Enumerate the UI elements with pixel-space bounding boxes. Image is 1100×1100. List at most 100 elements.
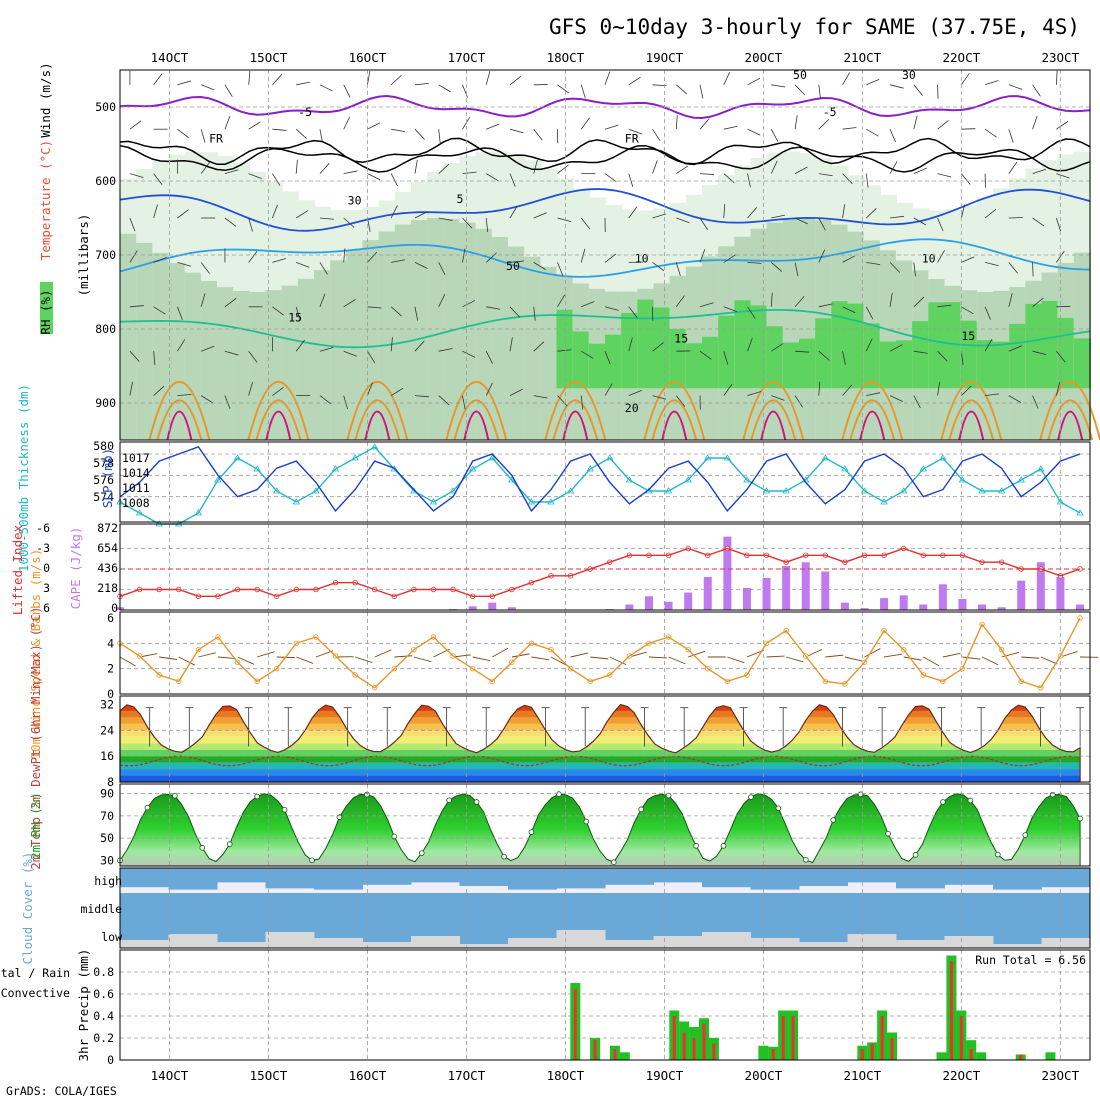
precip-total-bar: [976, 1052, 987, 1060]
rh-shade-green: [782, 342, 800, 389]
rh2m-marker: [693, 842, 699, 849]
rh-shade-green: [605, 334, 623, 389]
cloud-high-bar: [847, 868, 897, 883]
rh2m-marker: [446, 797, 452, 804]
wind-barb: [367, 122, 381, 130]
rh-shade-mid: [281, 285, 299, 440]
wind-barb: [438, 84, 451, 93]
wind-barb: [580, 395, 584, 410]
thickness-line-marker: [1056, 498, 1065, 505]
wind-barb: [866, 207, 877, 219]
wind-barb: [913, 395, 921, 409]
wind-barb: [913, 262, 916, 277]
wind-barb: [485, 217, 489, 232]
wind-barb: [889, 262, 901, 273]
thickness-line-marker: [449, 487, 457, 494]
rh2m-marker: [912, 852, 919, 858]
wind-barb: [390, 387, 404, 396]
cloud-high-bar: [411, 868, 460, 883]
cape-bar: [742, 587, 751, 610]
rh-shade-green: [685, 343, 703, 389]
wind-barb: [1056, 121, 1069, 130]
top-date-label: 18OCT: [547, 50, 585, 65]
wind-barb: [272, 173, 281, 186]
rh-shade-mid: [120, 233, 138, 440]
cloud-low-bar: [702, 932, 751, 948]
rh-shade-mid: [524, 256, 542, 440]
cape-tick: 654: [97, 541, 118, 555]
wind-barb: [652, 128, 661, 142]
cape-bar: [860, 608, 869, 610]
wind-barb: [153, 173, 163, 186]
wind-barb: [295, 306, 301, 321]
wind-barb: [224, 298, 237, 308]
rh-shade-mid: [200, 280, 218, 440]
wind-barb: [937, 381, 941, 396]
wind10m-barb: [766, 655, 785, 658]
wind-barb: [390, 337, 393, 352]
thickness-line-marker: [194, 509, 203, 516]
thickness-line-marker: [1037, 465, 1045, 472]
rh-shade-green: [1025, 303, 1043, 389]
wind-barb: [794, 262, 799, 277]
temp-diurnal-contour: [544, 380, 607, 441]
wind-barb: [652, 213, 667, 219]
temp-diurnal-contour: [552, 399, 599, 441]
wind-barb: [937, 350, 948, 362]
rh-shade-mid: [508, 246, 526, 440]
wind-barb: [842, 384, 853, 396]
rh2m-marker: [473, 799, 480, 805]
rh-shade-green: [1009, 323, 1027, 389]
wind-barb: [937, 304, 952, 308]
wind-barb: [224, 395, 231, 409]
wind10m-barb: [688, 650, 706, 658]
slp-tick: 1017: [122, 451, 150, 465]
cloud-high-bar: [459, 868, 509, 886]
wind10m-barb: [884, 653, 902, 658]
wind-barb: [652, 262, 665, 271]
bottom-date-label: 17OCT: [448, 1068, 486, 1083]
wind10m-barb: [492, 647, 509, 658]
contour-label: 50: [793, 68, 807, 82]
wind10m-barb: [1021, 656, 1040, 659]
wind-barb: [604, 71, 611, 85]
wind-barb: [224, 115, 231, 130]
wind-barb: [889, 292, 893, 307]
pressure-axis-label: (millibars): [76, 214, 91, 297]
wind-barb: [1008, 262, 1018, 274]
wind-barb: [129, 350, 140, 362]
contour-label: 15: [288, 311, 302, 325]
slp-tick: 1011: [122, 481, 150, 495]
rh2m-marker: [199, 845, 206, 851]
wind-barb: [723, 71, 731, 85]
wind-barb: [177, 128, 189, 138]
cape-bar: [664, 601, 673, 610]
wind-barb: [319, 129, 324, 144]
cloud-low-bar: [896, 940, 945, 948]
cape-bar: [840, 602, 849, 610]
top-date-label: 17OCT: [448, 50, 486, 65]
wind10m-barb: [198, 652, 216, 658]
temp-band: [120, 762, 1081, 770]
wind-barb: [984, 262, 999, 267]
cloud-low-bar: [265, 932, 315, 948]
freezing-line-1: [119, 137, 1091, 166]
rh2m-marker: [172, 792, 178, 799]
wind-barb: [1056, 250, 1065, 263]
wind-barb: [319, 217, 334, 220]
wind-barb: [866, 78, 880, 86]
cloud-high-bar: [605, 868, 654, 885]
rh-shade-mid: [265, 290, 283, 440]
wind-barb: [628, 337, 633, 352]
wind-barb: [580, 248, 586, 263]
thickness-axis-label: 1000-500mb Thickness (dm): [16, 384, 31, 572]
wind-barb: [652, 160, 658, 174]
cloud-low-bar: [944, 936, 994, 948]
wind-barb: [414, 128, 425, 140]
top-date-label: 21OCT: [844, 50, 882, 65]
wind-barb: [794, 295, 805, 308]
wind-barb: [509, 306, 520, 318]
wind-barb: [557, 294, 566, 308]
contour-label: FR: [625, 132, 639, 146]
